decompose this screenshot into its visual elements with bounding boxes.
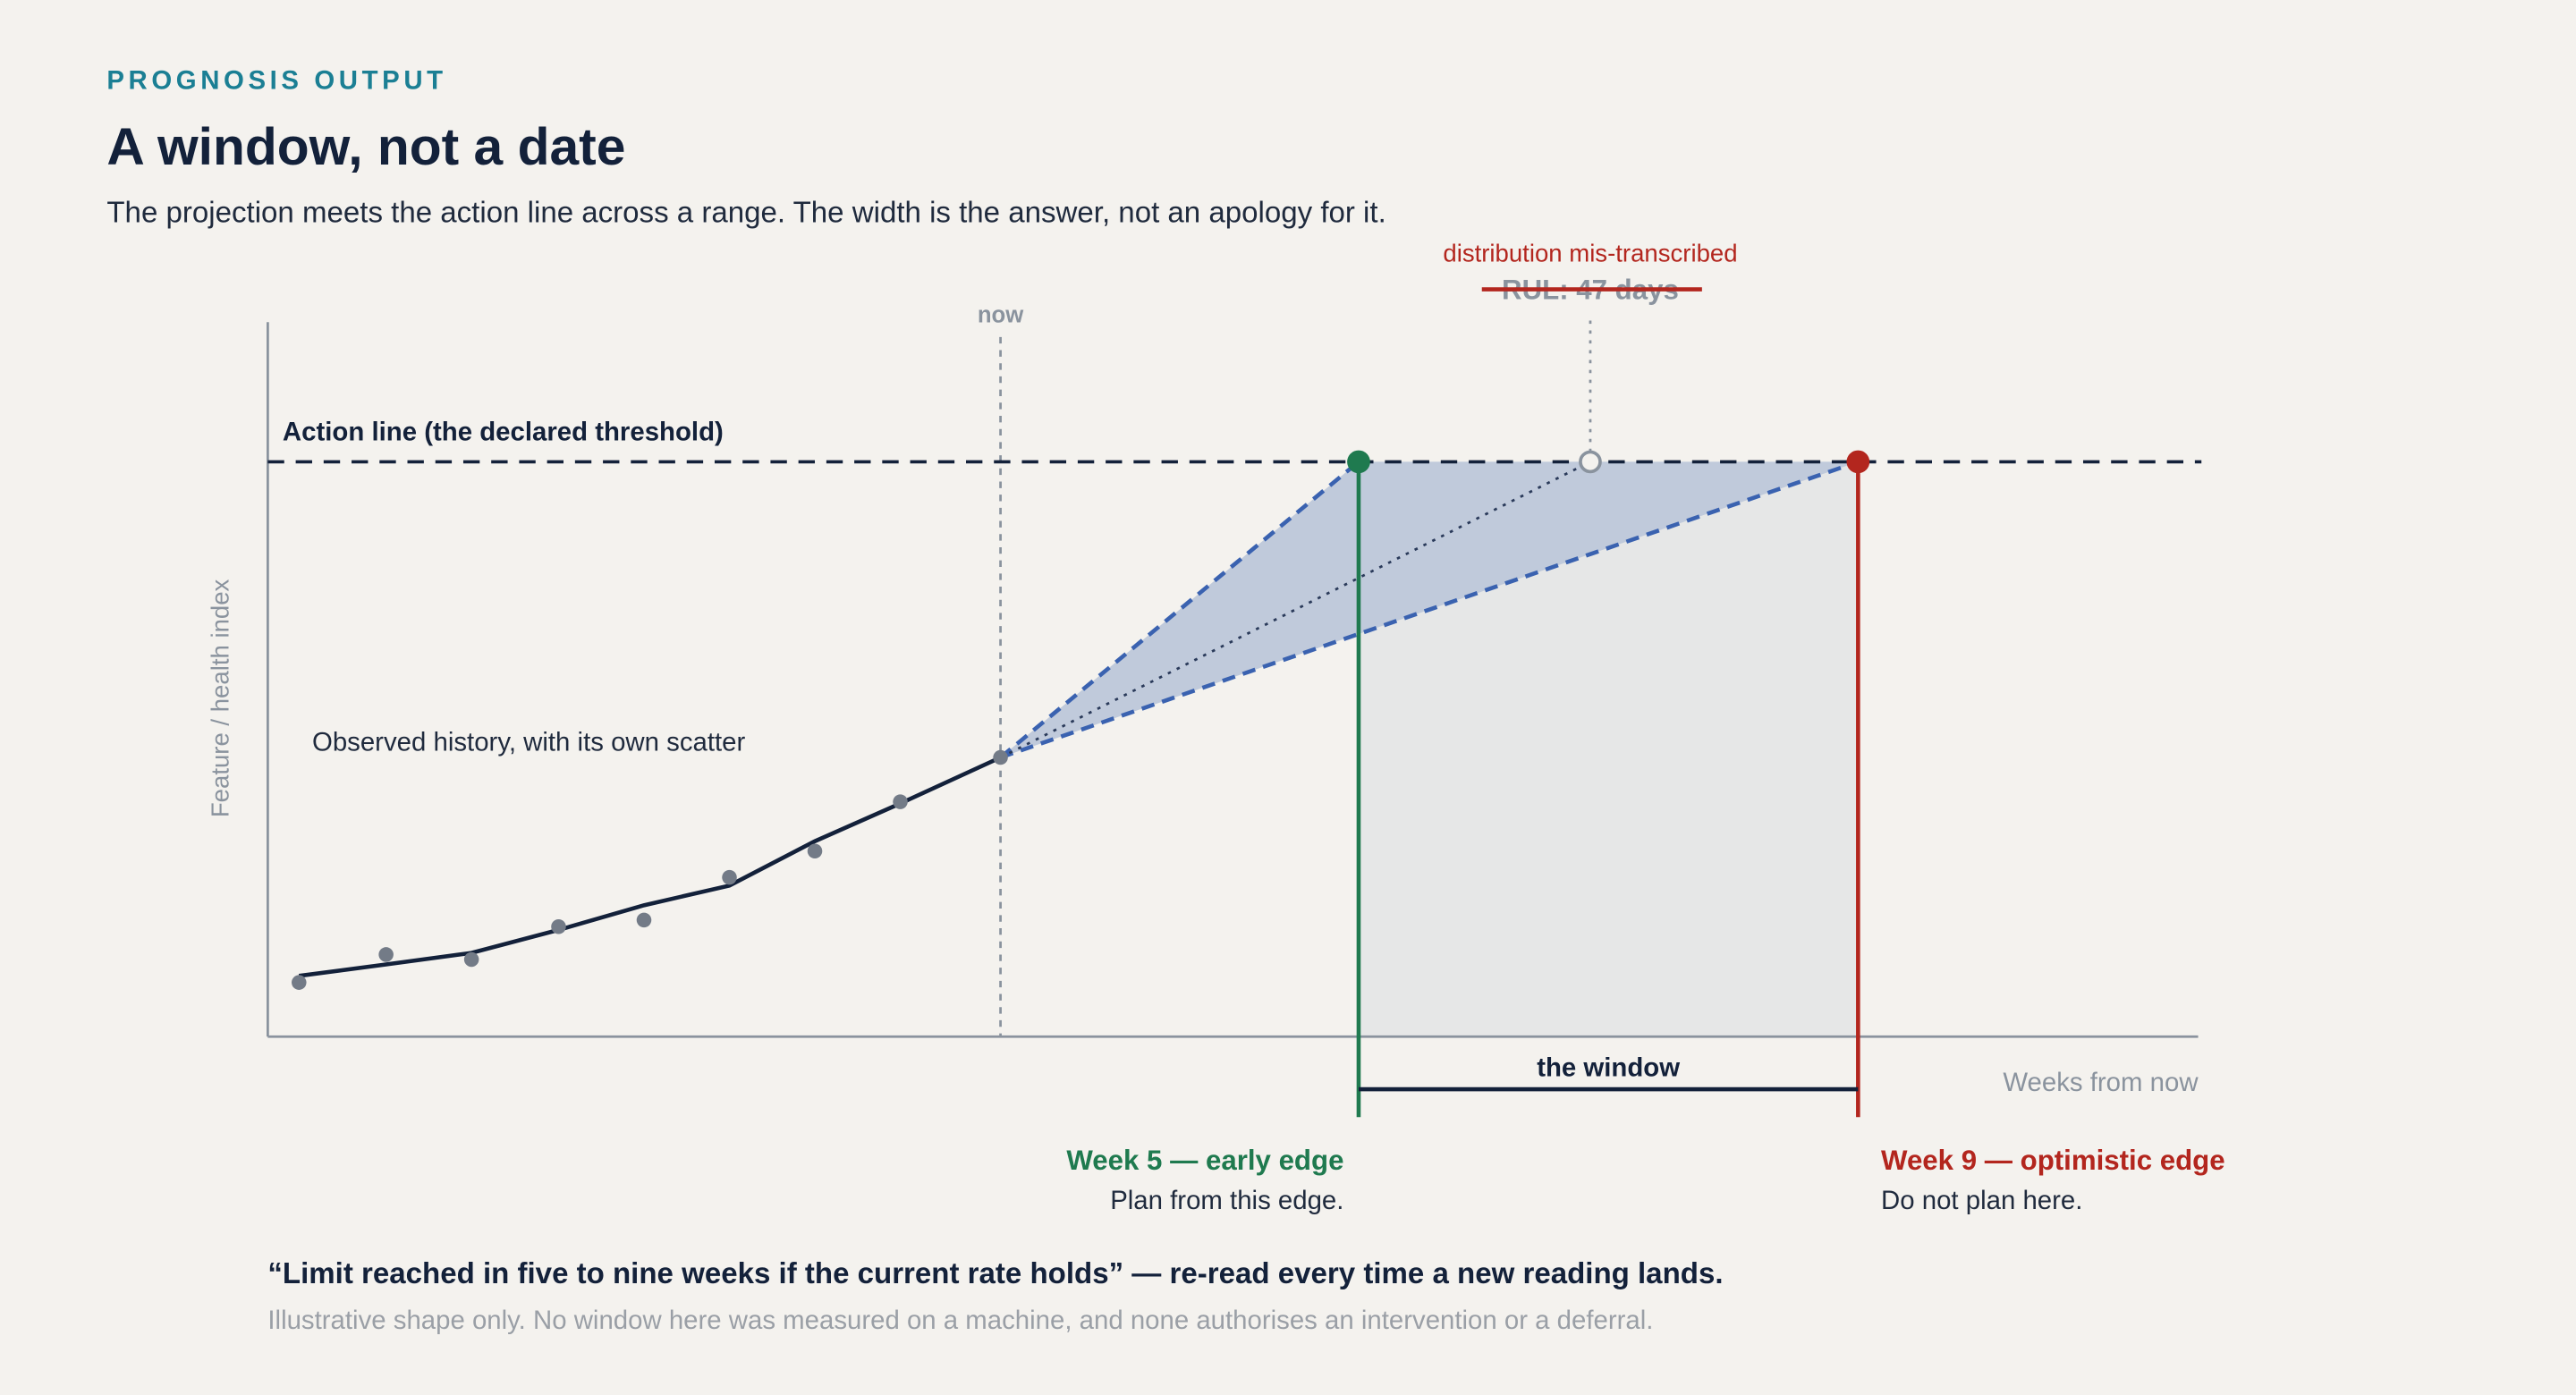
y-axis-label: Feature / health index	[206, 579, 233, 817]
title: A window, not a date	[106, 118, 625, 176]
point	[463, 951, 479, 968]
central-projection	[999, 461, 1591, 759]
point	[893, 794, 908, 809]
diagram: now distribution mis-transcribed RUL: 47…	[206, 239, 2224, 1215]
correction-note: distribution mis-transcribed	[1443, 239, 1737, 266]
early-edge-note: Plan from this edge.	[1110, 1186, 1343, 1215]
point	[993, 749, 1008, 765]
optimistic-edge-point	[1846, 450, 1870, 474]
optimistic-edge-note: Do not plan here.	[1881, 1186, 2082, 1215]
optimistic-projection	[999, 460, 1860, 760]
early-edge-point	[1347, 450, 1370, 474]
x-axis-label: Weeks from now	[2003, 1068, 2199, 1097]
point	[378, 947, 394, 962]
point	[636, 912, 652, 928]
rul-point	[1579, 450, 1602, 474]
action-line-label: Action line (the declared threshold)	[283, 418, 724, 447]
early-projection	[999, 460, 1360, 759]
eyebrow: PROGNOSIS OUTPUT	[106, 65, 446, 95]
point	[292, 975, 307, 990]
subtitle: The projection meets the action line acr…	[106, 196, 1385, 229]
history-label: Observed history, with its own scatter	[312, 728, 746, 757]
point	[722, 869, 737, 885]
history-points	[292, 749, 1008, 990]
early-edge-title: Week 5 — early edge	[1066, 1145, 1343, 1176]
window-label: the window	[1537, 1053, 1680, 1082]
point	[551, 918, 566, 934]
footer-disclaimer: Illustrative shape only. No window here …	[267, 1306, 1653, 1335]
footer-quote: “Limit reached in five to nine weeks if …	[267, 1257, 1723, 1290]
history-line	[298, 755, 1002, 978]
now-label: now	[978, 302, 1024, 327]
point	[807, 843, 823, 858]
optimistic-edge-title: Week 9 — optimistic edge	[1881, 1145, 2225, 1176]
